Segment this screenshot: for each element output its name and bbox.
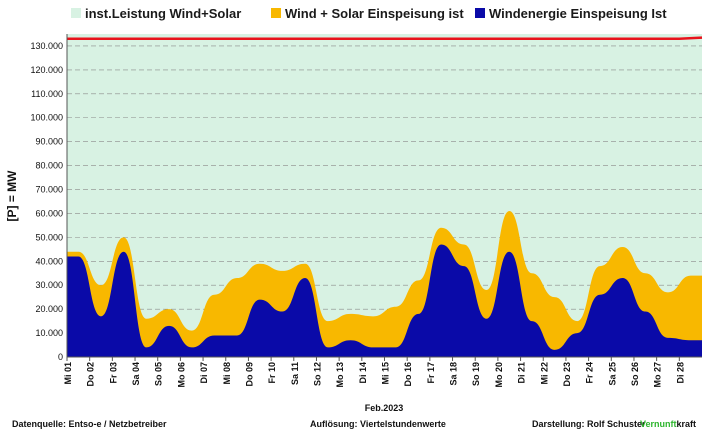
y-tick-label: 80.000 [35, 161, 63, 171]
x-tick-label: Mi 08 [222, 362, 232, 385]
y-tick-label: 40.000 [35, 256, 63, 266]
x-tick-label: Fr 10 [267, 362, 277, 384]
legend-swatch-wind-solar [271, 8, 281, 18]
y-tick-label: 20.000 [35, 304, 63, 314]
x-tick-label: Sa 25 [607, 362, 617, 386]
legend-swatch-capacity [71, 8, 81, 18]
x-tick-label: Sa 04 [131, 362, 141, 386]
capacity-line [67, 36, 703, 41]
brand-black: kraft [677, 419, 697, 429]
footer-author: Darstellung: Rolf Schuster [532, 419, 646, 429]
x-tick-label: Mi 15 [381, 362, 391, 385]
x-tick-label: Do 16 [403, 362, 413, 387]
x-tick-label: Fr 17 [426, 362, 436, 384]
legend: inst.Leistung Wind+Solar Wind + Solar Ei… [71, 6, 667, 21]
y-axis-ticks: 0 10.000 20.000 30.000 40.000 50.000 60.000 70.… [30, 41, 63, 362]
x-tick-label: Mi 01 [63, 362, 73, 385]
legend-swatch-wind [475, 8, 485, 18]
x-tick-label: Fr 24 [585, 362, 595, 384]
x-tick-label: Do 02 [86, 362, 96, 387]
y-tick-label: 50.000 [35, 232, 63, 242]
area-wind [67, 244, 702, 357]
y-tick-label: 60.000 [35, 208, 63, 218]
y-tick-label: 90.000 [35, 137, 63, 147]
x-tick-label: So 05 [154, 362, 164, 386]
x-tick-label: Mo 13 [335, 362, 345, 388]
x-axis-label: Feb.2023 [365, 403, 404, 413]
y-axis-label: [P] = MW [5, 170, 19, 222]
x-tick-label: Sa 18 [449, 362, 459, 386]
x-tick-label: Do 09 [244, 362, 254, 387]
y-tick-label: 10.000 [35, 328, 63, 338]
footer-source: Datenquelle: Entso-e / Netzbetreiber [12, 419, 167, 429]
legend-label-wind-solar: Wind + Solar Einspeisung ist [285, 6, 464, 21]
footer-resolution: Auflösung: Viertelstundenwerte [310, 419, 446, 429]
x-tick-label: Mo 20 [494, 362, 504, 388]
x-tick-label: So 26 [630, 362, 640, 386]
y-tick-label: 130.000 [30, 41, 63, 51]
x-tick-label: Mi 22 [539, 362, 549, 385]
x-tick-label: Mo 27 [653, 362, 663, 388]
x-tick-label: So 12 [312, 362, 322, 386]
x-tick-label: Mo 06 [176, 362, 186, 388]
x-tick-label: Di 21 [517, 362, 527, 384]
y-tick-label: 70.000 [35, 185, 63, 195]
x-tick-label: So 19 [471, 362, 481, 386]
brand-green: Vernunft [640, 419, 677, 429]
x-axis-ticks: Mi 01 Do 02 Fr 03 Sa 04 So 05 Mo 06 Di 07 Mi 08… [63, 357, 685, 388]
footer-brand: Vernunftkraft [640, 419, 696, 429]
x-tick-label: Di 07 [199, 362, 209, 384]
y-tick-label: 100.000 [30, 113, 63, 123]
area-wind-solar [67, 211, 702, 357]
x-tick-label: Do 23 [562, 362, 572, 387]
y-tick-label: 30.000 [35, 280, 63, 290]
x-tick-label: Fr 03 [108, 362, 118, 384]
y-tick-label: 110.000 [31, 89, 63, 99]
x-tick-label: Di 14 [358, 362, 368, 384]
legend-label-capacity: inst.Leistung Wind+Solar [85, 6, 241, 21]
legend-label-wind: Windenergie Einspeisung Ist [489, 6, 667, 21]
y-tick-label: 0 [58, 352, 63, 362]
x-tick-label: Di 28 [675, 362, 685, 384]
y-tick-label: 120.000 [30, 65, 63, 75]
x-tick-label: Sa 11 [290, 362, 300, 385]
